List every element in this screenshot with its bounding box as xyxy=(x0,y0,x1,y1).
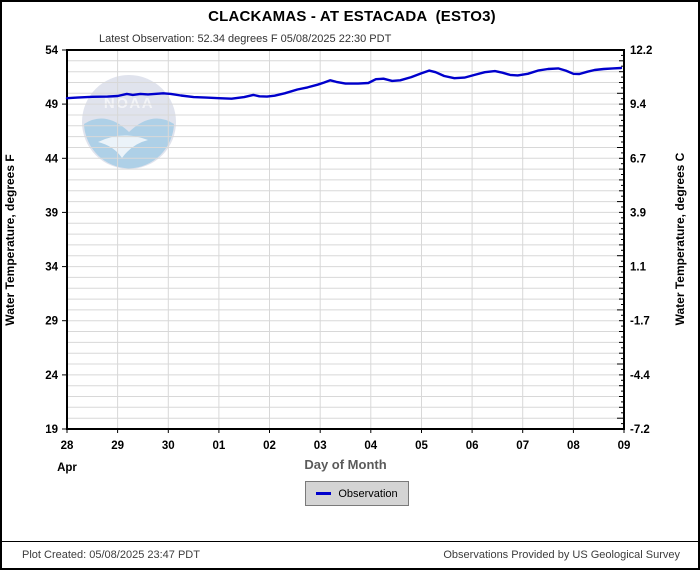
plot-created-text: Plot Created: 05/08/2025 23:47 PDT xyxy=(22,549,200,561)
svg-text:-1.7: -1.7 xyxy=(630,316,650,328)
chart-title: CLACKAMAS - AT ESTACADA (ESTO3) xyxy=(208,8,496,25)
x-axis xyxy=(66,429,625,433)
svg-text:-4.4: -4.4 xyxy=(630,370,650,382)
x-axis-title: Day of Month xyxy=(304,457,386,472)
svg-text:1.1: 1.1 xyxy=(630,262,647,274)
x-axis-month-label: Apr xyxy=(57,462,77,474)
svg-text:29: 29 xyxy=(45,316,58,328)
svg-text:6.7: 6.7 xyxy=(630,153,646,165)
svg-text:07: 07 xyxy=(516,440,529,452)
svg-text:04: 04 xyxy=(364,440,377,452)
svg-text:08: 08 xyxy=(567,440,580,452)
svg-text:34: 34 xyxy=(45,262,58,274)
svg-text:03: 03 xyxy=(314,440,327,452)
footer: Plot Created: 05/08/2025 23:47 PDT Obser… xyxy=(2,541,698,568)
legend-label-observation: Observation xyxy=(338,487,398,500)
svg-text:-7.2: -7.2 xyxy=(630,424,650,436)
svg-text:29: 29 xyxy=(111,440,124,452)
y-axis-left-title: Water Temperature, degrees F xyxy=(3,154,17,325)
y-axis-right-labels: 12.2 9.4 6.7 3.9 1.1 -1.7 -4.4 -7.2 xyxy=(630,45,652,436)
observation-line-swatch xyxy=(316,492,332,495)
svg-text:01: 01 xyxy=(213,440,226,452)
svg-text:44: 44 xyxy=(45,153,58,165)
svg-text:02: 02 xyxy=(263,440,276,452)
svg-text:09: 09 xyxy=(618,440,631,452)
legend: Observation xyxy=(305,481,409,506)
svg-text:54: 54 xyxy=(45,45,58,57)
svg-text:49: 49 xyxy=(45,99,58,111)
temperature-chart: NOAA 54 49 44 39 34 29 24 19 12.2 9.4 6.7 3.9 1.1 -1.7… xyxy=(2,2,698,547)
svg-text:9.4: 9.4 xyxy=(630,99,647,111)
svg-text:12.2: 12.2 xyxy=(630,45,652,57)
y-axis-right xyxy=(617,49,623,430)
svg-text:05: 05 xyxy=(415,440,428,452)
svg-text:3.9: 3.9 xyxy=(630,207,646,219)
svg-text:28: 28 xyxy=(61,440,74,452)
latest-observation-text: Latest Observation: 52.34 degrees F 05/0… xyxy=(99,33,392,45)
plot-border xyxy=(66,49,625,430)
svg-text:NOAA: NOAA xyxy=(104,95,154,112)
svg-text:19: 19 xyxy=(45,424,58,436)
svg-text:06: 06 xyxy=(466,440,479,452)
svg-text:39: 39 xyxy=(45,207,58,219)
gridlines xyxy=(67,50,624,429)
svg-text:30: 30 xyxy=(162,440,175,452)
y-axis-left-labels: 54 49 44 39 34 29 24 19 xyxy=(45,45,58,436)
attribution-text: Observations Provided by US Geological S… xyxy=(443,549,680,561)
x-axis-labels: 28 29 30 01 02 03 04 05 06 07 08 09 xyxy=(61,440,631,452)
svg-text:24: 24 xyxy=(45,370,58,382)
series-line-observation xyxy=(65,66,623,100)
y-axis-left xyxy=(62,49,67,430)
noaa-watermark-logo: NOAA xyxy=(82,75,176,169)
y-axis-right-title: Water Temperature, degrees C xyxy=(673,152,687,325)
